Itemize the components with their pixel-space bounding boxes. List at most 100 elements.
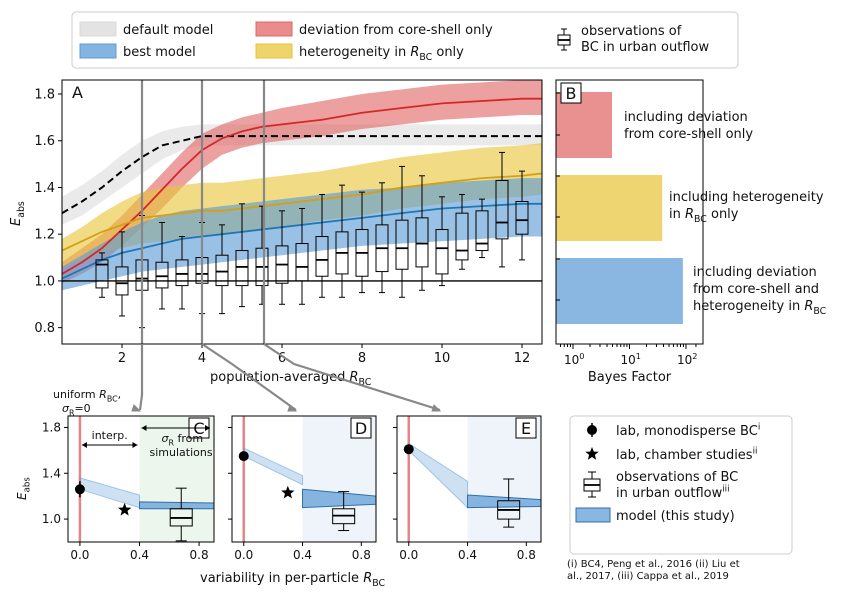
legend-star xyxy=(585,447,599,460)
legend-frame xyxy=(71,11,739,69)
legend-label: default model xyxy=(123,23,213,38)
reference-note: al., 2017, (iii) Cappa et al., 2019 xyxy=(567,571,729,582)
model-band xyxy=(467,494,541,509)
bar-label: including deviation xyxy=(693,265,817,280)
lab-chamber-star xyxy=(281,485,295,499)
panel-letter: E xyxy=(521,419,531,438)
box xyxy=(415,217,429,268)
interp-arrowhead xyxy=(81,442,87,448)
legend-swatch xyxy=(79,43,117,59)
box xyxy=(235,250,249,287)
legend-swatch xyxy=(255,43,293,59)
line-deviation-from-core-shell-only xyxy=(62,97,542,275)
bar-label: from core-shell only xyxy=(624,127,753,142)
line-default-model xyxy=(62,135,542,215)
axes-frame xyxy=(231,415,377,543)
bar-label: heterogeneity in RBC​ xyxy=(693,299,827,317)
bar xyxy=(556,175,663,241)
x-tick-label: 0.8 xyxy=(517,548,536,562)
x-tick-label: 0.0 xyxy=(70,548,89,562)
box xyxy=(175,259,189,287)
x-tick-label: 100​ xyxy=(564,351,585,367)
legend-label: model (this study) xyxy=(616,509,735,524)
box xyxy=(515,200,529,235)
bar-label: including heterogeneity xyxy=(669,190,824,205)
x-tick-label: 2 xyxy=(118,351,126,366)
y-tick-label: 1.6 xyxy=(34,134,55,149)
x-tick-label: 4 xyxy=(198,351,206,366)
bottom-legend: lab, monodisperse BCi​ lab, chamber studi… xyxy=(567,415,793,582)
uniform-label: uniform RBC​, xyxy=(53,388,121,403)
legend-label: heterogeneity in RBC​ only xyxy=(299,45,464,63)
box xyxy=(315,236,329,277)
x-axis-label: population-averaged RBC​ xyxy=(210,370,372,388)
box xyxy=(155,261,169,289)
reference-note: (i) BC4, Peng et al., 2016 (ii) Liu et xyxy=(567,559,740,570)
letter-box xyxy=(560,82,582,104)
legend-swatch xyxy=(575,507,611,523)
x-tick-label: 6 xyxy=(278,351,286,366)
y-axis-label: Eabs​ xyxy=(15,477,33,500)
x-tick-label: 0.4 xyxy=(458,548,477,562)
legend-swatch xyxy=(79,21,117,37)
x-tick-label: 12 xyxy=(514,351,531,366)
y-tick-label: 1.8 xyxy=(42,420,61,434)
y-tick-label: 0.8 xyxy=(34,321,55,336)
y-tick-label: 1.0 xyxy=(34,274,55,289)
legend-dot xyxy=(587,425,597,435)
axes-frame-a xyxy=(61,79,543,345)
y-axis-label: Eabs​ xyxy=(9,201,27,226)
x-tick-label: 0.4 xyxy=(130,548,149,562)
model-band xyxy=(139,501,214,510)
legend-label: lab, chamber studiesii​ xyxy=(616,447,757,464)
letter-box xyxy=(515,417,537,439)
box xyxy=(435,229,449,275)
x-axis-label-cde: variability in per-particle RBC​ xyxy=(200,571,386,589)
legend-swatch xyxy=(255,21,293,37)
panel-letter: B xyxy=(566,84,577,103)
lab-monodisperse-point xyxy=(74,484,85,495)
box xyxy=(395,219,409,270)
panel-letter: D xyxy=(355,419,367,438)
x-tick-label: 0.4 xyxy=(293,548,312,562)
box xyxy=(215,254,229,287)
bar-label: in RBC​ only xyxy=(669,207,739,225)
x-tick-label: 0.8 xyxy=(190,548,209,562)
y-tick-label: 1.8 xyxy=(34,88,55,103)
band-default-model xyxy=(62,124,542,225)
connector-arrowhead xyxy=(131,404,142,412)
box xyxy=(455,212,469,261)
legend-obs-label: observations of xyxy=(581,24,682,39)
x-tick-label: 8 xyxy=(358,351,366,366)
connector-line xyxy=(201,343,297,411)
legend-label: best model xyxy=(123,45,196,60)
panel-connectors xyxy=(131,343,442,412)
y-tick-label: 1.2 xyxy=(34,228,55,243)
x-tick-label: 0.0 xyxy=(234,548,253,562)
sigma-arrowhead xyxy=(141,425,147,431)
axes-frame xyxy=(396,415,542,543)
model-band-interp xyxy=(408,442,469,509)
model-band-interp xyxy=(243,447,304,486)
panel-a: 2 4 6 8 10 12 0.8 1.0 1.2 1.4 1.6 1.8 A Eabs​ populati… xyxy=(9,79,543,388)
x-tick-label: 102​ xyxy=(677,351,698,367)
y-tick-label: 1.4 xyxy=(42,466,61,480)
plot-area xyxy=(74,416,214,542)
legend-label: in urban outflowiii​ xyxy=(616,485,730,502)
lab-monodisperse-point xyxy=(238,451,249,462)
connector-arrowhead xyxy=(287,404,298,412)
x-tick-label: 10 xyxy=(434,351,451,366)
axes-frame xyxy=(67,415,215,543)
model-band-interp xyxy=(79,477,141,509)
x-tick-label: 101​ xyxy=(621,351,642,367)
legend-label: deviation from core-shell only xyxy=(299,23,493,38)
x-tick-label: 0.0 xyxy=(399,548,418,562)
interp-label: interp. xyxy=(92,429,128,442)
panel-d: 0.0 0.4 0.8 D xyxy=(228,415,377,562)
letter-box xyxy=(350,417,372,439)
connector-arrowhead xyxy=(431,404,442,412)
interp-arrowhead xyxy=(132,442,138,448)
lab-chamber-star xyxy=(118,502,132,516)
